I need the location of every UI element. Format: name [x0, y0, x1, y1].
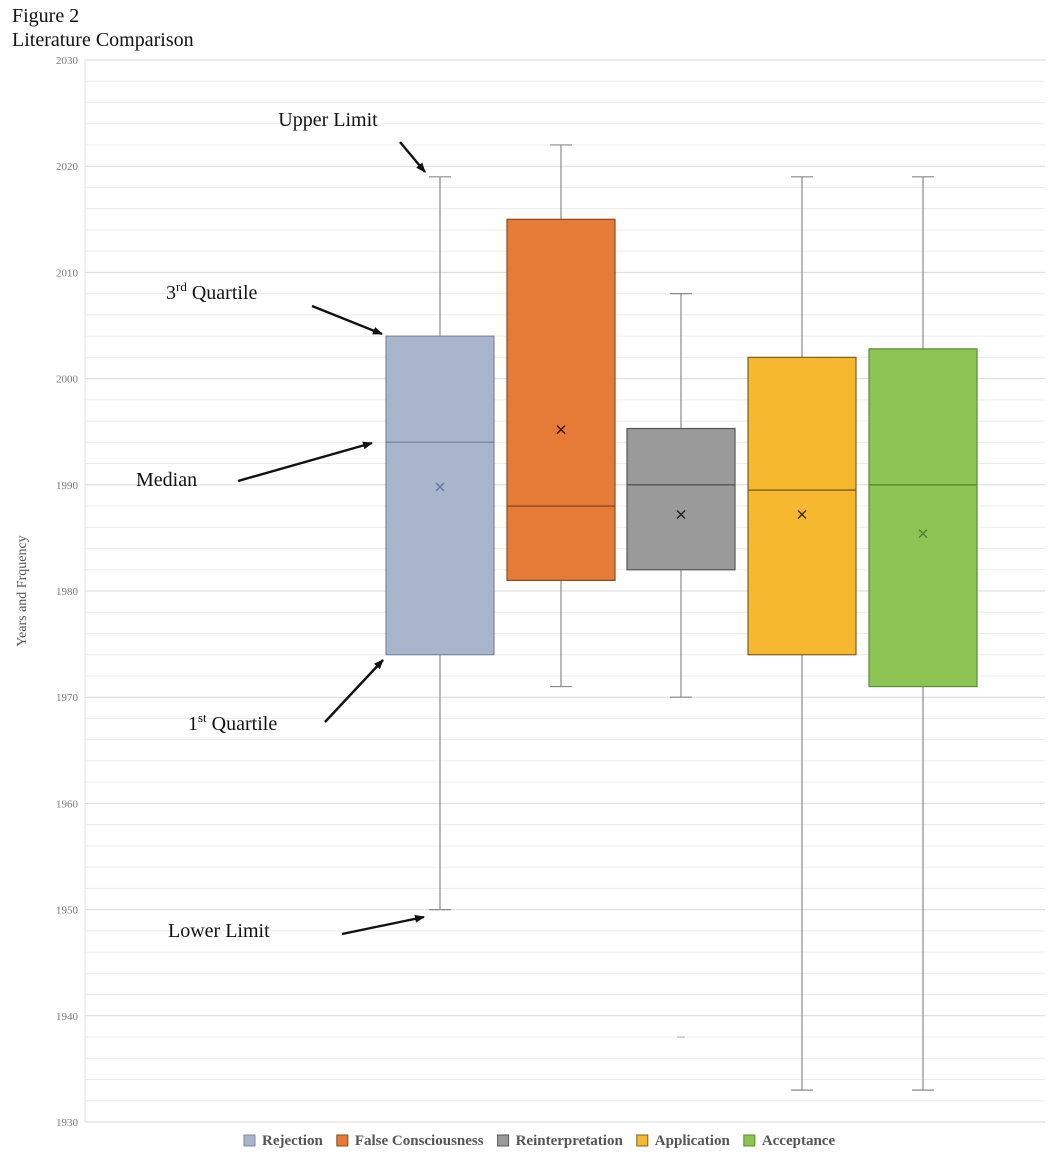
mean-marker-stroke	[918, 529, 928, 539]
mean-marker	[797, 510, 807, 520]
legend-swatch	[243, 1134, 256, 1147]
annotation-label: 1st Quartile	[188, 710, 277, 735]
figure-title: Literature Comparison	[12, 29, 194, 51]
annotation-label: Median	[136, 469, 197, 491]
legend-swatch	[636, 1134, 649, 1147]
y-tick-label: 1970	[56, 692, 79, 704]
box-false-consciousness	[506, 144, 616, 688]
annotation-arrow	[341, 914, 425, 936]
legend-label: Rejection	[262, 1133, 323, 1149]
annotation-arrow	[311, 304, 383, 336]
box-application	[747, 176, 857, 1091]
iqr-box	[747, 356, 857, 656]
iqr-box	[868, 348, 978, 688]
y-tick-label: 2030	[56, 55, 79, 67]
legend-label: False Consciousness	[355, 1133, 484, 1149]
y-tick-label: 1960	[56, 798, 79, 810]
legend-label: Reinterpretation	[516, 1133, 624, 1149]
annotation-arrow	[237, 441, 373, 483]
mean-marker-stroke	[435, 482, 445, 492]
mean-marker	[918, 529, 928, 539]
y-axis-label: Years and Frquency	[15, 535, 30, 646]
y-tick-label: 1950	[56, 905, 79, 917]
iqr-box	[626, 427, 736, 571]
legend-swatch	[336, 1134, 349, 1147]
iqr-box	[385, 335, 495, 656]
annotation-label: Upper Limit	[278, 109, 378, 131]
mean-marker-stroke	[797, 510, 807, 520]
legend-swatch	[743, 1134, 756, 1147]
legend: Rejection False Consciousness Reinterpreta…	[243, 1133, 836, 1149]
mean-marker-stroke	[676, 510, 686, 520]
annotation-label: Lower Limit	[168, 920, 270, 942]
figure-heading: Figure 2 Literature Comparison	[12, 4, 194, 52]
boxes	[385, 144, 978, 1091]
y-tick-label: 1980	[56, 586, 79, 598]
figure-number: Figure 2	[12, 5, 80, 27]
y-tick-label: 2010	[56, 267, 79, 279]
y-tick-label: 1990	[56, 480, 79, 492]
box-reinterpretation	[626, 293, 736, 1038]
y-tick-label: 2000	[56, 374, 79, 386]
mean-marker	[435, 482, 445, 492]
annotation-arrow	[399, 141, 426, 173]
annotation-label: 3rd Quartile	[166, 279, 257, 304]
mean-marker-stroke	[556, 425, 566, 435]
y-tick-label: 1930	[56, 1117, 79, 1129]
annotation-arrow	[324, 659, 384, 723]
y-axis: 1930 1940 1950 1960 1970 1980 1990 2000 2010 2020…	[15, 55, 79, 1129]
box-rejection	[385, 176, 495, 911]
y-tick-label: 1940	[56, 1011, 79, 1023]
legend-label: Acceptance	[762, 1133, 836, 1149]
box-acceptance	[868, 176, 978, 1091]
iqr-box	[506, 218, 616, 581]
annotations: Upper Limit 3rd Quartile Median 1st Quartil…	[136, 109, 426, 942]
y-tick-label: 2020	[56, 161, 79, 173]
legend-swatch	[497, 1134, 510, 1147]
legend-label: Application	[655, 1133, 731, 1149]
mean-marker	[676, 510, 686, 520]
mean-marker	[556, 425, 566, 435]
